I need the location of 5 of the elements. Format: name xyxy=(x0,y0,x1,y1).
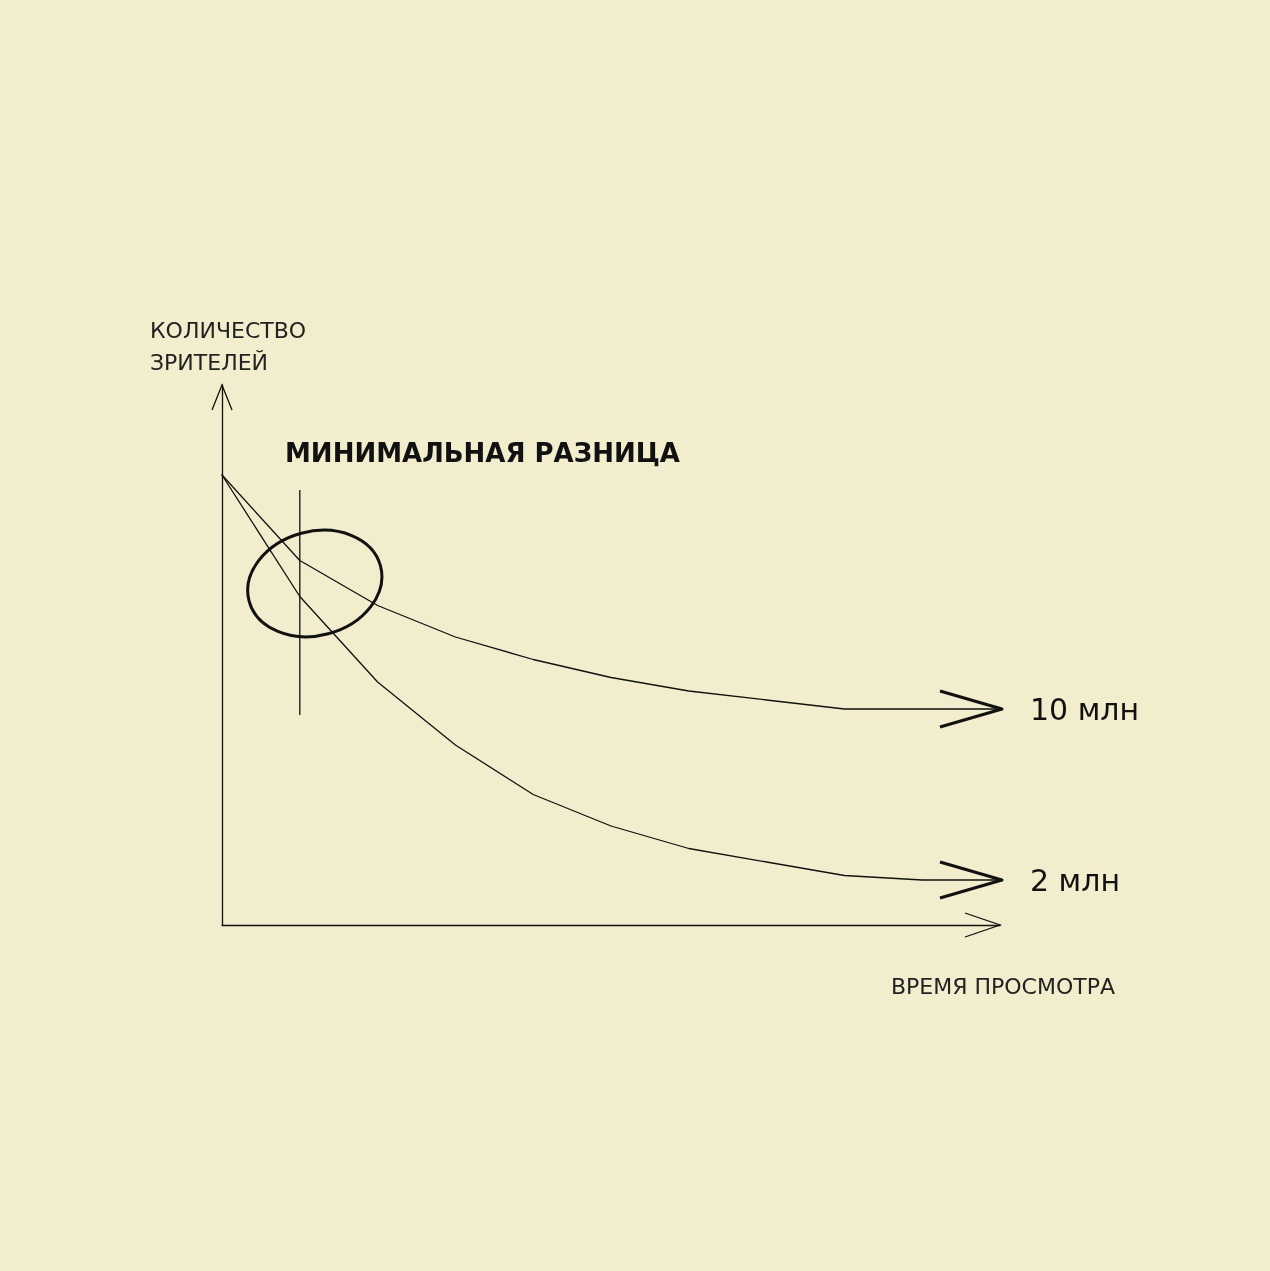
text: МИНИМАЛЬНАЯ РАЗНИЦА xyxy=(285,438,680,468)
legend-label: 2 млн xyxy=(1030,862,1121,898)
y-axis-title: КОЛИЧЕСТВО ЗРИТЕЛЕЙ xyxy=(150,317,314,375)
legend-label: 10 млн xyxy=(1030,691,1140,727)
x-axis-title: ВРЕМЯ ПРОСМОТРА xyxy=(890,973,1115,999)
